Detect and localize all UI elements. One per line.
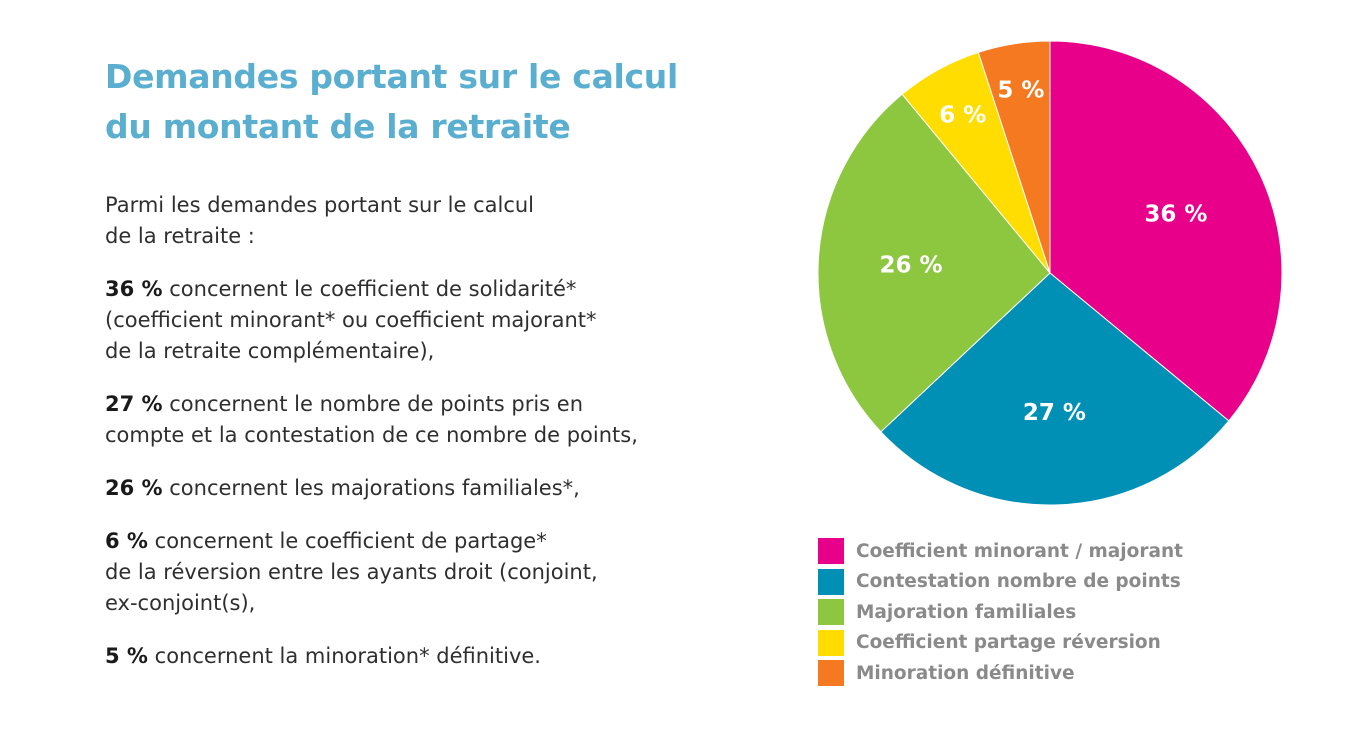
stat-value: 5 % bbox=[105, 644, 148, 668]
stat-value: 27 % bbox=[105, 392, 163, 416]
legend-swatch bbox=[818, 629, 844, 656]
slice-label: 5 % bbox=[997, 78, 1044, 104]
slice-label: 26 % bbox=[880, 252, 943, 278]
legend-item: Coefficient minorant / majorant bbox=[818, 536, 1278, 567]
pie-slice bbox=[1049, 40, 1283, 422]
pie-slice bbox=[880, 272, 1230, 506]
legend-swatch bbox=[818, 660, 844, 687]
legend-swatch bbox=[818, 538, 844, 565]
stat-item-minoration: 5 % concernent la minoration* définitive… bbox=[105, 641, 745, 672]
legend-label: Contestation nombre de points bbox=[856, 571, 1181, 593]
stat-value: 26 % bbox=[105, 476, 163, 500]
stat-text-line: concernent le nombre de points pris en bbox=[169, 392, 584, 416]
legend-item: Majoration familiales bbox=[818, 597, 1278, 628]
stat-item-partage: 6 % concernent le coefficient de partage… bbox=[105, 526, 745, 619]
stat-item-points: 27 % concernent le nombre de points pris… bbox=[105, 389, 745, 451]
stat-text-line: de la réversion entre les ayants droit (… bbox=[105, 560, 598, 584]
legend-label: Coefficient partage réversion bbox=[856, 632, 1161, 654]
legend-item: Coefficient partage réversion bbox=[818, 628, 1278, 659]
legend-label: Coefficient minorant / majorant bbox=[856, 540, 1183, 562]
text-panel: Demandes portant sur le calcul du montan… bbox=[105, 52, 745, 672]
legend-label: Minoration définitive bbox=[856, 662, 1075, 684]
legend-label: Majoration familiales bbox=[856, 601, 1077, 623]
legend-item: Contestation nombre de points bbox=[818, 567, 1278, 598]
chart-legend: Coefficient minorant / majorant Contesta… bbox=[818, 536, 1278, 689]
slice-label: 36 % bbox=[1144, 202, 1207, 228]
stat-text-line: concernent la minoration* définitive. bbox=[154, 644, 541, 668]
title-line-1: Demandes portant sur le calcul bbox=[105, 57, 679, 96]
pie-chart-svg: 36 % 27 % 26 % 6 % 5 % bbox=[817, 40, 1283, 506]
intro-line-1: Parmi les demandes portant sur le calcul bbox=[105, 193, 535, 217]
stat-text-line: concernent le coefficient de partage* bbox=[154, 529, 547, 553]
slice-label: 6 % bbox=[939, 102, 986, 128]
stat-text-line: de la retraite complémentaire), bbox=[105, 339, 435, 363]
stat-text-line: concernent les majorations familiales*, bbox=[169, 476, 580, 500]
stat-text-line: ex-conjoint(s), bbox=[105, 591, 256, 615]
stat-text-line: concernent le coefficient de solidarité* bbox=[169, 277, 577, 301]
stat-text-line: compte et la contestation de ce nombre d… bbox=[105, 423, 638, 447]
legend-swatch bbox=[818, 568, 844, 595]
stat-item-solidarite: 36 % concernent le coefficient de solida… bbox=[105, 274, 745, 367]
stat-value: 6 % bbox=[105, 529, 148, 553]
stat-value: 36 % bbox=[105, 277, 163, 301]
pie-slice bbox=[817, 93, 1051, 433]
title-line-2: du montant de la retraite bbox=[105, 107, 571, 146]
legend-item: Minoration définitive bbox=[818, 658, 1278, 689]
legend-swatch bbox=[818, 599, 844, 626]
slice-label: 27 % bbox=[1023, 400, 1086, 426]
pie-slice bbox=[977, 40, 1051, 274]
stat-text-line: (coefficient minorant* ou coefficient ma… bbox=[105, 308, 597, 332]
intro-paragraph: Parmi les demandes portant sur le calcul… bbox=[105, 190, 745, 252]
stat-item-majorations: 26 % concernent les majorations familial… bbox=[105, 473, 745, 504]
pie-chart: 36 % 27 % 26 % 6 % 5 % bbox=[800, 20, 1320, 520]
page-title: Demandes portant sur le calcul du montan… bbox=[105, 52, 745, 152]
intro-line-2: de la retraite : bbox=[105, 224, 255, 248]
